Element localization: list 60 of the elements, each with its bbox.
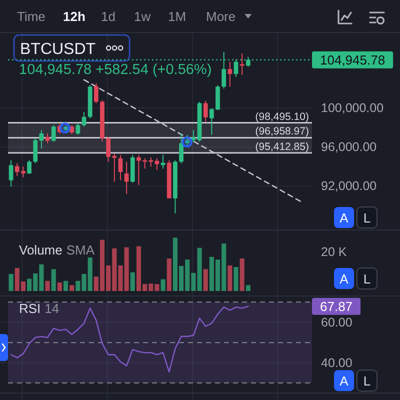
candlestick <box>27 160 32 174</box>
text: 104,945.78 +582.54 (+0.56%) <box>19 62 212 78</box>
chart-title: Volume <box>19 242 62 258</box>
toggle-button: A <box>334 207 354 228</box>
bar <box>63 280 68 291</box>
toggle-button: L <box>356 370 378 392</box>
y-tick-label: 40.00 <box>321 356 352 370</box>
text: 1d <box>101 9 116 24</box>
candlestick <box>76 122 80 136</box>
text: 67.87 <box>320 298 353 314</box>
y-tick-label: 96,000.00 <box>321 140 377 154</box>
toggle-button: L <box>356 268 378 290</box>
candlestick <box>160 154 166 170</box>
text: 20 K <box>321 245 348 259</box>
text: 104,945.78 <box>320 52 386 68</box>
bar <box>57 282 62 291</box>
candlestick <box>118 154 123 181</box>
bar <box>51 269 56 291</box>
bar <box>8 274 14 291</box>
candlestick <box>57 124 62 134</box>
ref-line-label: (95,412.85) <box>255 140 309 153</box>
chart-title: RSI <box>19 301 41 316</box>
text: 1M <box>168 9 186 24</box>
bar <box>234 267 238 291</box>
bar <box>240 258 244 291</box>
candlestick <box>45 132 50 144</box>
bar <box>160 279 166 291</box>
candlestick <box>51 124 56 142</box>
ref-line-label: (98,495.10) <box>255 110 309 123</box>
text: Time <box>17 9 46 24</box>
text: BTCUSDT <box>20 41 96 58</box>
chart-subtitle: 14 <box>44 301 60 316</box>
text: 1w <box>134 9 152 24</box>
candlestick <box>33 138 38 164</box>
bar <box>228 265 232 291</box>
toggle-button: A <box>334 268 354 289</box>
y-tick-label: 60.00 <box>321 315 352 330</box>
candlestick <box>191 130 196 143</box>
candlestick <box>203 100 208 122</box>
ref-line-label: (96,958.97) <box>255 126 309 138</box>
y-tick-label: 100,000.00 <box>321 101 384 116</box>
candlestick <box>8 160 14 188</box>
bar <box>203 269 208 291</box>
y-tick-label: 92,000.00 <box>321 179 377 194</box>
line-series <box>10 306 249 373</box>
bar <box>166 258 172 291</box>
bar <box>246 285 250 291</box>
candlestick <box>228 61 232 88</box>
bar <box>70 285 74 291</box>
toggle-button: L <box>356 206 378 228</box>
candlestick <box>94 82 98 104</box>
text: 12h <box>63 9 86 24</box>
bar <box>45 280 50 291</box>
bar <box>130 272 135 291</box>
chart-subtitle: SMA <box>66 242 95 258</box>
toggle-button: A <box>334 370 354 392</box>
candlestick <box>179 132 184 164</box>
text: More <box>206 9 236 24</box>
candlestick <box>39 130 44 150</box>
candlestick <box>240 52 244 76</box>
